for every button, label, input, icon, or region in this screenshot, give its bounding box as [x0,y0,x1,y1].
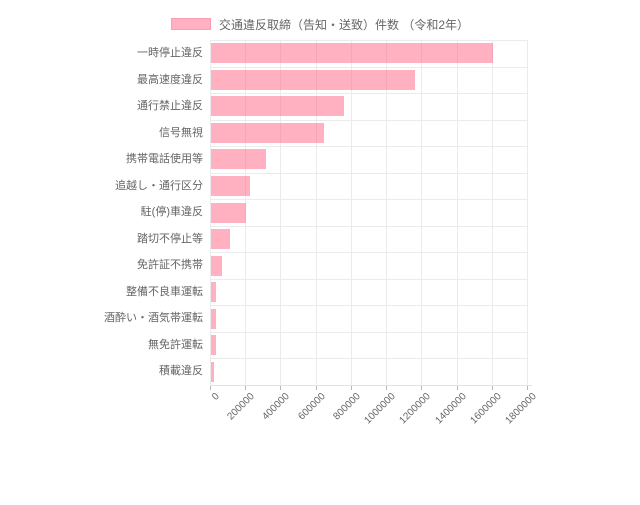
x-axis-tick-mark [386,385,388,390]
x-axis-tick-mark [421,385,423,390]
gridline-horizontal [210,172,527,174]
x-axis-tick-mark [210,385,211,390]
y-axis-label: 一時停止違反 [137,47,203,59]
y-axis-label: 駐(停)車違反 [140,206,203,219]
y-axis-label: 通行禁止違反 [137,100,203,113]
x-axis-tick-mark [491,385,493,390]
gridline-horizontal [210,225,527,227]
gridline-vertical [456,40,458,385]
gridline-vertical [491,40,493,385]
plot-area [210,40,528,390]
y-axis-label: 追越し・通行区分 [115,179,203,192]
gridline-horizontal [210,146,527,148]
bar[interactable] [211,96,344,117]
bar[interactable] [211,202,246,223]
x-axis-tick-mark [350,385,352,390]
bar[interactable] [211,69,416,90]
x-axis-tick-mark [456,385,458,390]
x-axis-tick-mark [527,385,528,390]
legend-swatch[interactable] [170,18,211,30]
bar-chart: 交通違反取締（告知・送致）件数 （令和2年） 一時停止違反 最高速度違反 通行禁止違… [0,16,640,427]
y-axis-label: 無免許運転 [148,338,203,351]
gridline-vertical [386,40,388,385]
legend-label: 交通違反取締（告知・送致）件数 （令和2年） [218,17,469,32]
gridline-horizontal [210,199,527,201]
x-axis-tick-mark [280,385,282,390]
bar[interactable] [211,335,216,356]
bar[interactable] [211,122,324,143]
gridline-horizontal [210,331,527,333]
y-axis-label: 酒酔い・酒気帯運転 [104,312,203,325]
y-axis-label: 整備不良車運転 [126,285,203,298]
bar[interactable] [211,149,267,170]
bar[interactable] [211,43,493,64]
gridline-horizontal [210,358,527,360]
bar[interactable] [211,255,222,276]
y-axis-label: 最高速度違反 [137,73,203,86]
gridline-horizontal [210,252,527,254]
gridline-vertical [527,40,528,385]
gridline-horizontal [210,119,527,121]
gridline-vertical [350,40,352,385]
gridline-horizontal [210,305,527,307]
y-axis-labels: 一時停止違反 最高速度違反 通行禁止違反信号無視携帯電話使用等追越し・通行区分駐(停… [0,40,203,385]
x-axis-line [210,385,532,386]
gridline-vertical [245,40,247,385]
gridline-vertical [210,40,211,385]
gridline-vertical [280,40,282,385]
bar[interactable] [211,282,217,303]
gridline-horizontal [210,40,527,41]
gridline-vertical [315,40,317,385]
x-axis-tick-mark [245,385,247,390]
gridline-horizontal [210,93,527,95]
gridline-horizontal [210,66,527,68]
bar[interactable] [211,175,250,196]
y-axis-label: 信号無視 [159,126,203,139]
bar[interactable] [211,361,215,382]
y-axis-label: 免許証不携帯 [137,259,203,272]
y-axis-label: 積載違反 [159,365,203,378]
gridline-vertical [421,40,423,385]
gridline-horizontal [210,278,527,280]
x-axis-tick-mark [315,385,317,390]
legend[interactable]: 交通違反取締（告知・送致）件数 （令和2年） [0,16,640,32]
y-axis-label: 踏切不停止等 [137,232,203,245]
y-axis-label: 携帯電話使用等 [126,153,203,166]
bar[interactable] [211,308,217,329]
bar[interactable] [211,229,230,250]
